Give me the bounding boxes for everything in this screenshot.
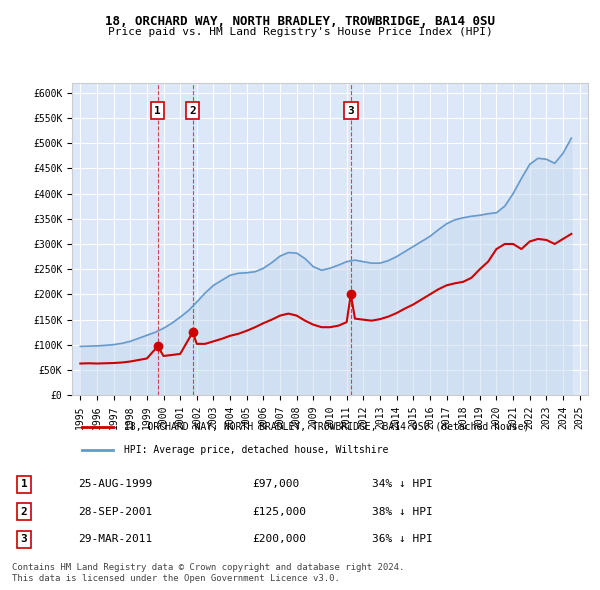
- Text: HPI: Average price, detached house, Wiltshire: HPI: Average price, detached house, Wilt…: [124, 445, 388, 455]
- Text: 34% ↓ HPI: 34% ↓ HPI: [372, 480, 433, 490]
- Text: 29-MAR-2011: 29-MAR-2011: [78, 534, 152, 544]
- Text: 3: 3: [20, 534, 28, 544]
- Text: 3: 3: [347, 106, 354, 116]
- Text: £97,000: £97,000: [252, 480, 299, 490]
- Text: 38% ↓ HPI: 38% ↓ HPI: [372, 507, 433, 517]
- Text: 18, ORCHARD WAY, NORTH BRADLEY, TROWBRIDGE, BA14 0SU: 18, ORCHARD WAY, NORTH BRADLEY, TROWBRID…: [105, 15, 495, 28]
- Text: £200,000: £200,000: [252, 534, 306, 544]
- Text: 36% ↓ HPI: 36% ↓ HPI: [372, 534, 433, 544]
- Text: 1: 1: [154, 106, 161, 116]
- Text: Contains HM Land Registry data © Crown copyright and database right 2024.
This d: Contains HM Land Registry data © Crown c…: [12, 563, 404, 583]
- Text: 2: 2: [20, 507, 28, 517]
- Text: £125,000: £125,000: [252, 507, 306, 517]
- Text: 25-AUG-1999: 25-AUG-1999: [78, 480, 152, 490]
- Text: 2: 2: [190, 106, 196, 116]
- Text: Price paid vs. HM Land Registry's House Price Index (HPI): Price paid vs. HM Land Registry's House …: [107, 27, 493, 37]
- Text: 18, ORCHARD WAY, NORTH BRADLEY, TROWBRIDGE, BA14 0SU (detached house): 18, ORCHARD WAY, NORTH BRADLEY, TROWBRID…: [124, 421, 529, 431]
- Text: 1: 1: [20, 480, 28, 490]
- Text: 28-SEP-2001: 28-SEP-2001: [78, 507, 152, 517]
